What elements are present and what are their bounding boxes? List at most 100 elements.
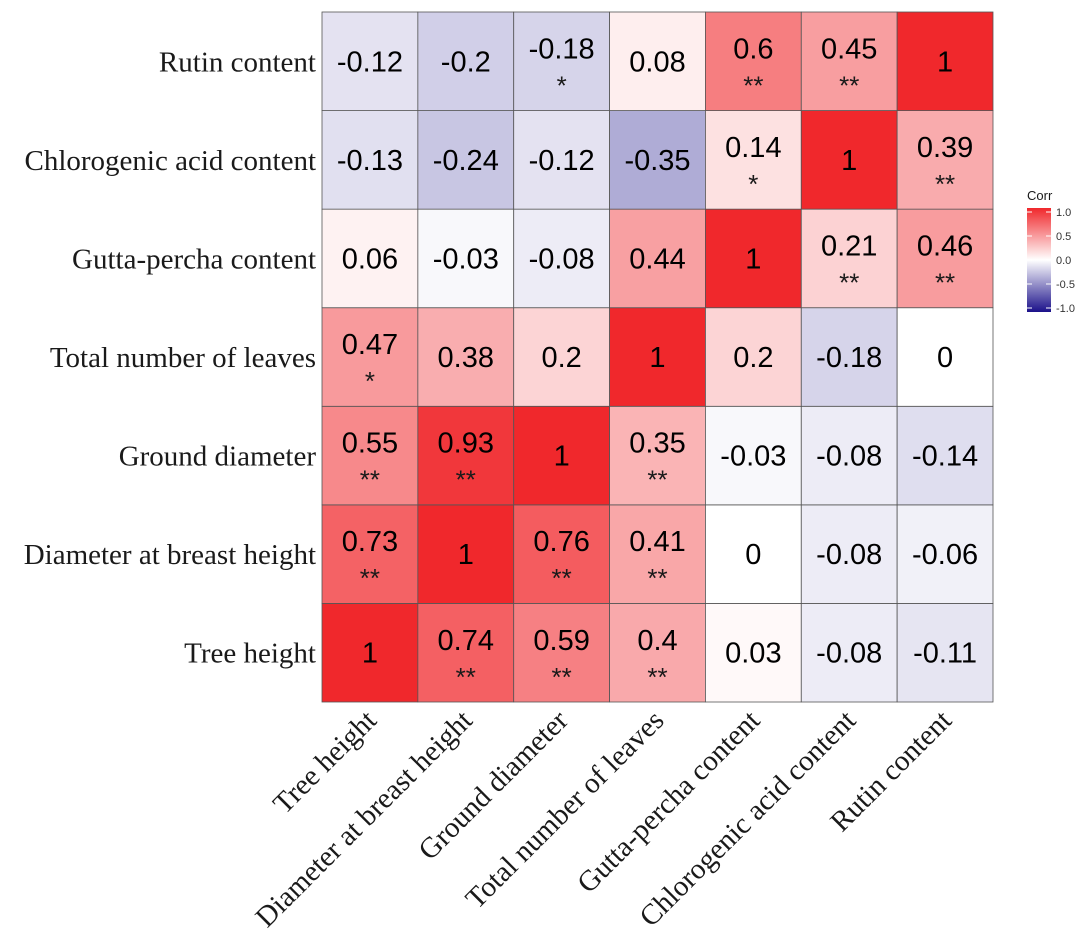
heatmap-cell [896,11,994,111]
y-tick-label: Ground diameter [119,441,317,473]
heatmap-cell [896,208,994,309]
cell-value-label: 1 [458,539,474,571]
heatmap-cell [609,405,706,506]
heatmap-cell [321,208,419,309]
cell-value-label: -0.08 [816,539,882,571]
significance-marker: ** [647,662,667,692]
significance-marker: * [748,169,758,199]
cell-value-label: -0.03 [720,441,786,473]
y-tick-label: Diameter at breast height [24,539,316,571]
heatmap-cell [513,504,610,604]
cell-value-label: -0.06 [912,539,978,571]
heatmap-cell [800,504,898,604]
cell-value-label: 0.39 [917,132,973,164]
cell-value-label: 0 [937,342,953,374]
heatmap-cell [896,603,994,703]
significance-marker: ** [935,169,955,199]
significance-marker: ** [647,465,667,495]
cell-value-label: 0.35 [629,428,685,460]
cell-value-label: 0.73 [342,526,398,558]
cell-value-label: -0.11 [913,638,977,670]
cell-value-label: 1 [362,638,378,670]
cell-value-label: 0.6 [733,33,773,65]
heatmap-cell [896,110,994,210]
heatmap-cell [321,405,419,506]
heatmap-cell [321,603,419,703]
heatmap-cell [609,603,706,703]
heatmap-cell [800,307,898,407]
legend-tick-label: -1.0 [1056,303,1075,315]
cell-value-label: 0.44 [629,243,685,275]
heatmap-cell [321,110,419,210]
significance-marker: ** [839,70,859,100]
cell-value-label: 0.46 [917,230,973,262]
heatmap-cell [417,307,515,407]
legend-ticks: 1.0 0.5 0.0 -0.5 -1.0 [1027,207,1075,315]
cell-value-label: 1 [649,342,665,374]
significance-marker: ** [456,465,476,495]
cell-value-label: 0.74 [438,625,494,657]
legend-tick-label: -0.5 [1056,279,1075,291]
cell-value-label: -0.24 [433,145,499,177]
cell-value-label: -0.14 [912,441,978,473]
cell-value-label: 0.21 [821,230,877,262]
heatmap-cell [417,603,515,703]
cell-value-label: 0.47 [342,329,398,361]
heatmap-cell [705,603,802,703]
color-legend: Corr 1.0 0.5 0.0 -0.5 -1.0 [1027,188,1075,315]
cell-value-label: 1 [937,46,953,78]
cell-value-label: -0.08 [816,441,882,473]
legend-tick-label: 0.5 [1056,231,1071,243]
cell-value-label: -0.08 [529,243,595,275]
y-tick-label: Gutta-percha content [72,243,316,275]
cell-value-label: 0.4 [637,625,677,657]
cell-value-label: 1 [554,441,570,473]
heatmap-cell [896,307,994,407]
heatmap-cell [321,504,419,604]
cell-value-label: -0.35 [624,145,690,177]
legend-title: Corr [1027,188,1053,203]
x-tick-label: Gutta-percha content [571,704,766,899]
cell-value-label: -0.12 [529,145,595,177]
heatmap-cell [513,405,610,506]
heatmap-cell [705,504,802,604]
cell-value-label: -0.18 [816,342,882,374]
heatmap-cell [896,405,994,506]
cell-value-label: 0.41 [629,526,685,558]
heatmap-cell [609,307,706,407]
significance-marker: ** [360,563,380,593]
significance-marker: ** [360,465,380,495]
cell-value-label: 0 [745,539,761,571]
cell-value-label: -0.18 [529,33,595,65]
cell-value-label: 0.14 [725,132,781,164]
cell-value-label: 0.06 [342,243,398,275]
heatmap-cell [417,504,515,604]
cell-value-label: 0.08 [629,46,685,78]
y-tick-label: Total number of leaves [50,342,316,374]
cell-value-label: 0.03 [725,638,781,670]
heatmap-cell [800,110,898,210]
y-tick-label: Rutin content [159,46,316,78]
heatmap-cell [705,110,802,210]
heatmap-cell [321,11,419,111]
heatmap-cell [705,405,802,506]
significance-marker: ** [743,70,763,100]
cell-value-label: 0.45 [821,33,877,65]
cell-value-label: -0.12 [337,46,403,78]
significance-marker: ** [552,662,572,692]
significance-marker: ** [839,267,859,297]
y-axis-labels: Tree height Diameter at breast height Grou… [24,46,317,669]
cell-value-label: 0.2 [733,342,773,374]
heatmap-cell [609,11,706,111]
y-tick-label: Tree height [184,638,316,670]
heatmap-cell [417,405,515,506]
cell-value-label: -0.13 [337,145,403,177]
cell-value-label: 0.59 [533,625,589,657]
y-tick-label: Chlorogenic acid content [24,145,316,177]
cell-value-label: 0.55 [342,428,398,460]
legend-tick-label: 1.0 [1056,207,1071,219]
heatmap-cells: 1 0.74 ** 0.59 ** 0.4 ** 0.03 -0.08 -0.11 0.73 ** 1 0… [321,11,994,703]
heatmap-cell [800,603,898,703]
significance-marker: ** [456,662,476,692]
